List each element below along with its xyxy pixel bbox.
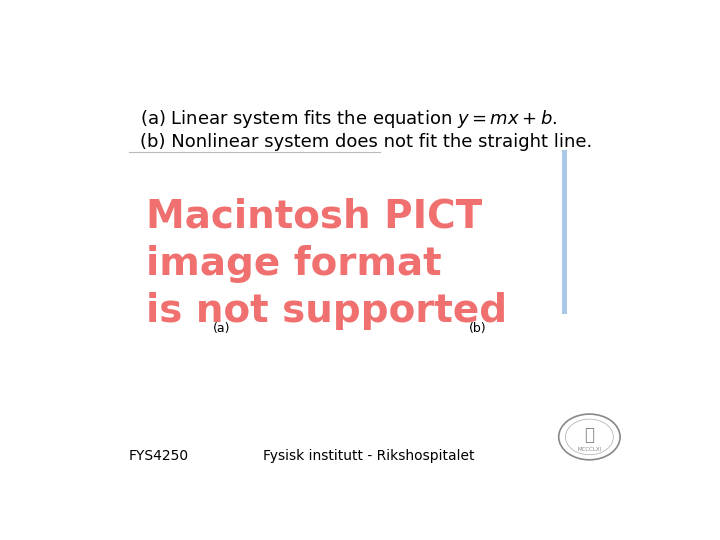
Text: FYS4250: FYS4250 xyxy=(129,449,189,463)
Bar xyxy=(562,150,567,314)
Text: (a) Linear system fits the equation $y = mx + b$.: (a) Linear system fits the equation $y =… xyxy=(140,109,557,131)
Text: MCCCLXI: MCCCLXI xyxy=(577,447,601,452)
Text: Fysisk institutt - Rikshospitalet: Fysisk institutt - Rikshospitalet xyxy=(264,449,474,463)
Text: (a): (a) xyxy=(212,322,230,335)
Text: (b): (b) xyxy=(469,322,487,335)
Text: (b) Nonlinear system does not fit the straight line.: (b) Nonlinear system does not fit the st… xyxy=(140,133,593,151)
Text: 👤: 👤 xyxy=(585,426,595,444)
Text: Macintosh PICT
image format
is not supported: Macintosh PICT image format is not suppo… xyxy=(145,198,507,330)
